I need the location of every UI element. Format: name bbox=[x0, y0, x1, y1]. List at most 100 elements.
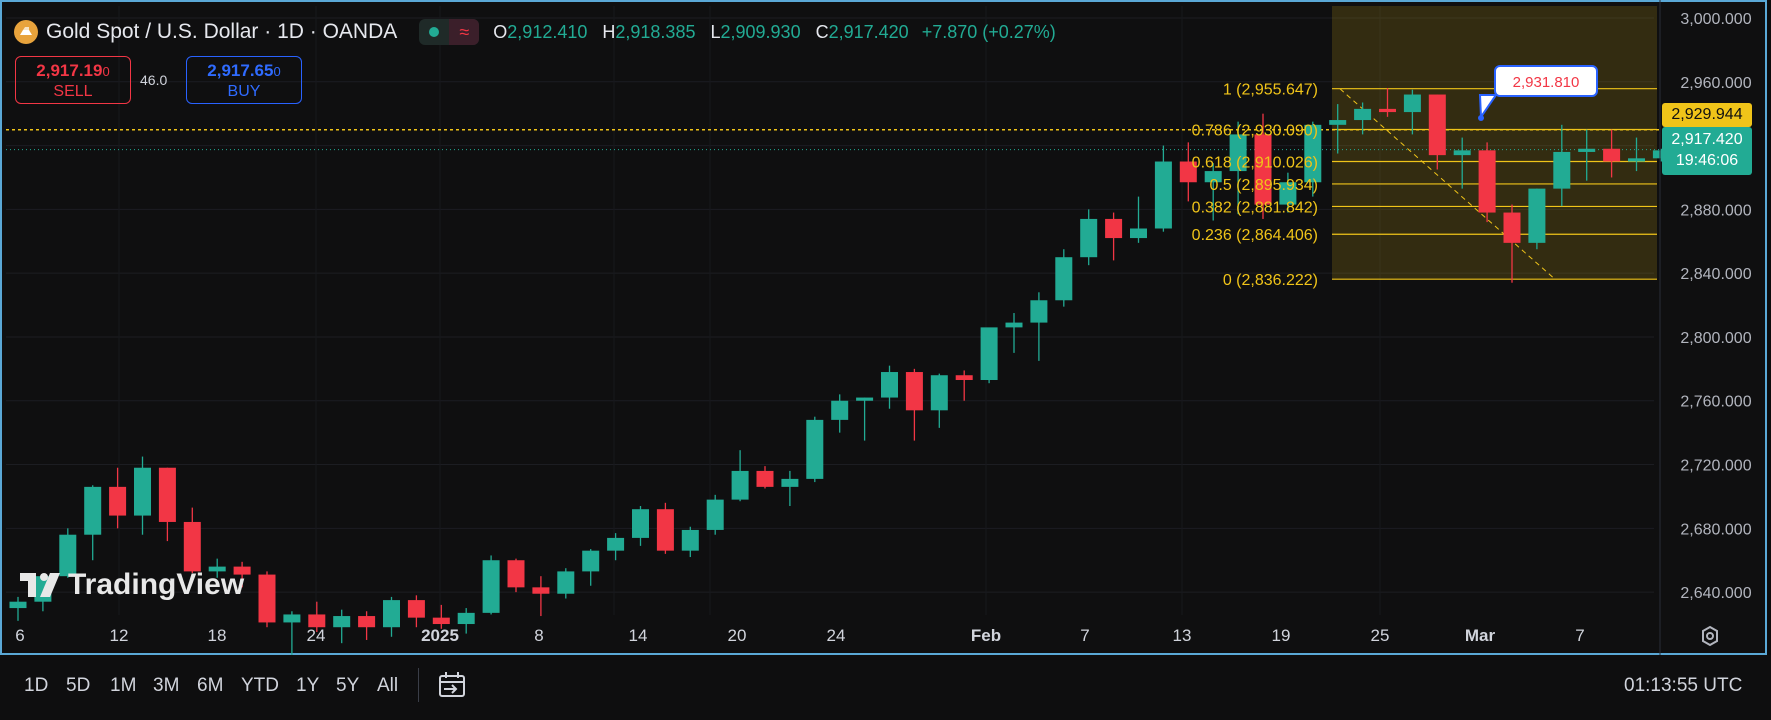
candle-body bbox=[930, 375, 948, 411]
candle-body bbox=[1204, 171, 1222, 183]
tradingview-icon bbox=[20, 573, 60, 597]
callout-pointer bbox=[1478, 94, 1498, 121]
range-button-1m[interactable]: 1M bbox=[110, 675, 137, 696]
high-value: 2,918.385 bbox=[615, 21, 696, 42]
candle bbox=[208, 558, 226, 578]
fib-level-label: 0.786 (2,930.090) bbox=[1192, 122, 1318, 139]
candle-body bbox=[980, 327, 998, 381]
candle-body bbox=[9, 601, 27, 609]
candle bbox=[407, 595, 425, 628]
candle bbox=[1553, 124, 1571, 207]
time-axis-tick: 18 bbox=[208, 626, 227, 645]
candle-body bbox=[1453, 150, 1471, 156]
candle bbox=[432, 604, 450, 629]
volatility-icon: ≈ bbox=[449, 19, 480, 45]
candle bbox=[806, 416, 824, 483]
range-button-5y[interactable]: 5Y bbox=[336, 675, 360, 696]
candle-body bbox=[731, 470, 749, 500]
time-axis-tick: 8 bbox=[534, 626, 543, 645]
candle-body bbox=[109, 486, 127, 516]
time-axis-tick: 6 bbox=[15, 626, 24, 645]
candle-body bbox=[358, 616, 376, 628]
buy-button[interactable]: 2,917.650 BUY bbox=[186, 56, 302, 104]
candle bbox=[84, 485, 102, 561]
candle bbox=[1652, 148, 1670, 162]
candle-body bbox=[856, 397, 874, 401]
market-status-pill[interactable]: ≈ bbox=[419, 19, 480, 45]
candle-body bbox=[308, 614, 326, 628]
alert-price-text: 2,929.944 bbox=[1671, 106, 1743, 123]
candle bbox=[1229, 121, 1247, 215]
range-button-3m[interactable]: 3M bbox=[153, 675, 180, 696]
candle bbox=[731, 450, 749, 502]
time-axis-tick: 7 bbox=[1080, 626, 1089, 645]
candle-body bbox=[1055, 257, 1073, 301]
candle-body bbox=[1254, 134, 1272, 205]
tradingview-wordmark: TradingView bbox=[68, 568, 245, 601]
price-axis-tick: 2,720.000 bbox=[1680, 458, 1751, 475]
price-axis-tick: 2,880.000 bbox=[1680, 202, 1751, 219]
price-axis-tick: 2,840.000 bbox=[1680, 266, 1751, 283]
fib-level-label: 0 (2,836.222) bbox=[1223, 272, 1318, 289]
time-axis-tick: 13 bbox=[1173, 626, 1192, 645]
high-label: H bbox=[602, 21, 616, 42]
alert-price-label[interactable]: 2,929.944 bbox=[1662, 103, 1752, 127]
chart-header: Gold Spot / U.S. Dollar · 1D · OANDA ≈ O… bbox=[14, 18, 1056, 46]
price-chart[interactable]: 1 (2,955.647) 0.786 (2,930.090) 0.618 (2,9… bbox=[0, 0, 1771, 660]
candle-body bbox=[507, 560, 525, 588]
time-axis-tick: 24 bbox=[307, 626, 326, 645]
sell-price: 2,917.19 bbox=[36, 61, 103, 80]
open-value: 2,912.410 bbox=[507, 21, 588, 42]
candle bbox=[557, 568, 575, 599]
price-axis-tick: 2,680.000 bbox=[1680, 521, 1751, 538]
range-button-1d[interactable]: 1D bbox=[24, 675, 49, 696]
candle-body bbox=[781, 478, 799, 487]
candle bbox=[158, 467, 176, 542]
chart-settings-icon[interactable] bbox=[1699, 625, 1721, 647]
candle-body bbox=[258, 574, 276, 623]
candle bbox=[881, 365, 898, 409]
candle bbox=[1304, 121, 1322, 197]
candle-body bbox=[233, 566, 251, 575]
candle bbox=[507, 558, 525, 593]
candle-body bbox=[84, 486, 102, 535]
close-label: C bbox=[815, 21, 829, 42]
range-button-1y[interactable]: 1Y bbox=[296, 675, 320, 696]
date-range-icon[interactable] bbox=[436, 670, 468, 700]
range-button-ytd[interactable]: YTD bbox=[241, 675, 279, 696]
candle-body bbox=[806, 419, 824, 479]
time-axis-tick: Mar bbox=[1465, 626, 1496, 645]
price-callout: 2,931.810 bbox=[1478, 65, 1598, 121]
range-button-5d[interactable]: 5D bbox=[66, 675, 91, 696]
time-axis-tick: 19 bbox=[1272, 626, 1291, 645]
candle-body bbox=[482, 560, 500, 613]
candle-body bbox=[1154, 161, 1172, 229]
fib-level-label: 0.236 (2,864.406) bbox=[1192, 227, 1318, 244]
candle-body bbox=[1503, 212, 1521, 243]
range-button-all[interactable]: All bbox=[377, 675, 399, 696]
candle bbox=[1478, 142, 1496, 223]
sell-button[interactable]: 2,917.190 SELL bbox=[15, 56, 131, 104]
candle-body bbox=[383, 600, 400, 628]
candle-body bbox=[1130, 228, 1147, 239]
utc-clock[interactable]: 01:13:55 UTC bbox=[1624, 675, 1743, 696]
symbol-title[interactable]: Gold Spot / U.S. Dollar · 1D · OANDA bbox=[46, 20, 398, 43]
price-axis-tick: 2,960.000 bbox=[1680, 75, 1751, 92]
range-button-6m[interactable]: 6M bbox=[197, 675, 224, 696]
candle-body bbox=[706, 499, 724, 530]
time-axis-tick: 14 bbox=[629, 626, 648, 645]
candle-body bbox=[158, 467, 176, 522]
candle bbox=[1354, 102, 1372, 135]
candle-body bbox=[1528, 188, 1546, 243]
chart-frame[interactable] bbox=[0, 0, 1767, 655]
candle bbox=[1403, 89, 1421, 135]
candle bbox=[1105, 212, 1123, 261]
candle-body bbox=[1428, 94, 1446, 156]
last-price-label: 2,917.420 19:46:06 bbox=[1662, 127, 1752, 175]
candle bbox=[1204, 163, 1222, 221]
candle bbox=[980, 327, 998, 384]
candle bbox=[1528, 188, 1546, 250]
candle-body bbox=[632, 509, 649, 538]
close-value: 2,917.420 bbox=[828, 21, 909, 42]
candle bbox=[706, 494, 724, 535]
